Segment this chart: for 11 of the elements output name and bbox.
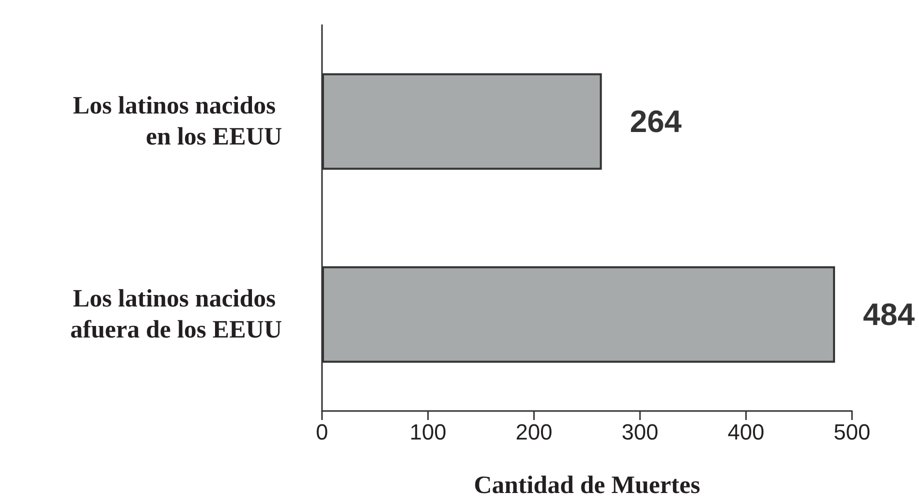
x-tick-label: 200 [516, 420, 552, 444]
x-tick-label: 100 [410, 420, 446, 444]
x-tick-label: 0 [316, 420, 328, 444]
data-label: 264 [630, 104, 682, 139]
x-tick-label: 400 [728, 420, 764, 444]
y-tick-label: Los latinos nacidos afuera de los EEUU [70, 286, 282, 344]
x-axis-title: Cantidad de Muertes [474, 472, 700, 499]
x-tick-label: 300 [622, 420, 658, 444]
y-tick-label: Los latinos nacidos en los EEUU [72, 92, 282, 150]
x-tick-label: 500 [834, 420, 870, 444]
data-label: 484 [863, 297, 916, 332]
